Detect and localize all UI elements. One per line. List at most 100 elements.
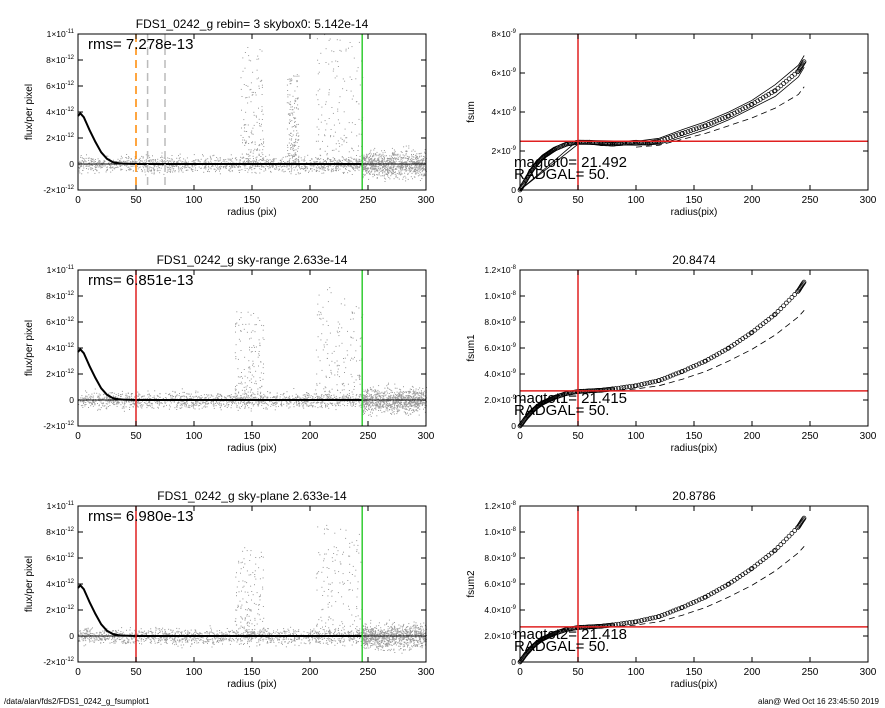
x-tick-label: 150 (686, 195, 703, 206)
x-tick-label: 250 (802, 195, 819, 206)
profile-line (77, 111, 363, 165)
x-tick-label: 150 (244, 431, 261, 442)
y-tick-label: 1×10-11 (47, 29, 75, 39)
x-tick-label: 0 (517, 667, 523, 678)
y-tick-label: 6×10-12 (46, 317, 74, 327)
x-tick-label: 200 (744, 431, 761, 442)
rms-annotation: rms= 6.851e-13 (88, 272, 193, 289)
panel-title: FDS1_0242_g rebin= 3 skybox0: 5.142e-14 (136, 17, 369, 31)
panel-title: 20.8474 (672, 253, 716, 267)
y-tick-label: 2×10-12 (46, 605, 74, 615)
y-tick-label: -2×10-12 (43, 421, 74, 431)
y-axis-label: flux/per pixel (24, 320, 35, 376)
x-tick-label: 150 (686, 431, 703, 442)
y-axis-label: fsum (466, 101, 477, 123)
x-tick-label: 200 (744, 667, 761, 678)
x-tick-label: 0 (75, 195, 81, 206)
y-tick-label: 1.2×10-8 (484, 265, 516, 275)
y-tick-label: 6×10-9 (492, 68, 517, 78)
magtot-annotation: magtot2= 21.418 (514, 626, 627, 643)
y-tick-label: 1.2×10-8 (484, 501, 516, 511)
x-tick-label: 250 (360, 431, 377, 442)
x-tick-label: 250 (802, 667, 819, 678)
y-tick-label: 8×10-12 (46, 527, 74, 537)
y-tick-label: 8.0×10-9 (484, 553, 516, 563)
y-tick-label: 4×10-12 (46, 343, 74, 353)
y-tick-label: 2.0×10-9 (484, 631, 516, 641)
x-tick-label: 200 (302, 431, 319, 442)
x-tick-label: 250 (802, 431, 819, 442)
x-tick-label: 50 (130, 195, 142, 206)
y-tick-label: 0 (511, 421, 516, 431)
y-tick-label: 8×10-12 (46, 55, 74, 65)
y-tick-label: -2×10-12 (43, 185, 74, 195)
y-tick-label: 1×10-11 (47, 501, 75, 511)
y-tick-label: 4.0×10-9 (484, 369, 516, 379)
x-axis-label: radius(pix) (671, 207, 718, 218)
panel-6: 0 50 100 150 200 250 300 1.2×10-8 1.0×10-8 8.0×10… (466, 489, 877, 690)
x-tick-label: 250 (360, 667, 377, 678)
y-tick-label: 6.0×10-9 (484, 579, 516, 589)
x-axis-label: radius (pix) (227, 443, 276, 454)
x-tick-label: 100 (628, 431, 645, 442)
y-tick-label: 8×10-12 (46, 291, 74, 301)
panel-2: 0 50 100 150 200 250 300 8×10-9 6×10-9 4×10-9 2×10… (466, 29, 877, 218)
panel-4: 0 50 100 150 200 250 300 1.2×10-8 1.0×10-8 8.0×10… (466, 253, 877, 454)
radgal-annotation: RADGAL= 50. (514, 638, 609, 655)
scatter-points (78, 287, 427, 417)
profile-line (77, 583, 363, 637)
y-tick-label: 1.0×10-8 (484, 527, 516, 537)
x-tick-label: 0 (517, 195, 523, 206)
x-tick-label: 50 (572, 195, 584, 206)
footer-timestamp: alan@ Wed Oct 16 23:45:50 2019 (758, 697, 879, 706)
radgal-annotation: RADGAL= 50. (514, 402, 609, 419)
y-axis-label: flux/per pixel (24, 84, 35, 140)
y-tick-label: 4×10-9 (492, 107, 517, 117)
x-tick-label: 100 (628, 667, 645, 678)
y-tick-label: 2×10-12 (46, 369, 74, 379)
series-line-3 (519, 66, 805, 191)
x-tick-label: 50 (572, 667, 584, 678)
panel-1: 0 50 100 150 200 250 300 1×10-11 8×10-12 6×10-12 4… (24, 17, 435, 218)
magtot-annotation: magtot0= 21.492 (514, 154, 627, 171)
x-axis-label: radius(pix) (671, 443, 718, 454)
x-tick-label: 200 (302, 195, 319, 206)
y-tick-label: 2×10-9 (492, 146, 517, 156)
x-tick-label: 300 (418, 195, 435, 206)
scatter-points (78, 524, 427, 654)
y-tick-label: 0 (69, 395, 74, 405)
x-tick-label: 150 (244, 195, 261, 206)
y-tick-label: 2×10-12 (46, 133, 74, 143)
x-tick-label: 0 (75, 667, 81, 678)
x-tick-label: 100 (186, 667, 203, 678)
series-dash-1 (589, 310, 805, 393)
x-tick-label: 50 (572, 431, 584, 442)
x-axis-label: radius (pix) (227, 207, 276, 218)
y-tick-label: 2.0×10-9 (484, 395, 516, 405)
panel-title: FDS1_0242_g sky-range 2.633e-14 (157, 253, 348, 267)
x-tick-label: 300 (860, 667, 877, 678)
x-tick-label: 0 (517, 431, 523, 442)
y-tick-label: 8.0×10-9 (484, 317, 516, 327)
x-tick-label: 100 (186, 431, 203, 442)
y-tick-label: 6×10-12 (46, 81, 74, 91)
panel-3: 0 50 100 150 200 250 300 1×10-11 8×10-12 6×10-12 4… (24, 253, 435, 454)
y-axis-label: flux/per pixel (24, 556, 35, 612)
y-tick-label: 8×10-9 (492, 29, 517, 39)
x-axis-label: radius (pix) (227, 679, 276, 690)
series-dash-1 (635, 86, 805, 148)
radgal-annotation: RADGAL= 50. (514, 166, 609, 183)
x-tick-label: 300 (418, 667, 435, 678)
y-tick-label: 0 (511, 185, 516, 195)
x-tick-label: 250 (360, 195, 377, 206)
profile-line (77, 347, 363, 401)
y-tick-label: 6.0×10-9 (484, 343, 516, 353)
series-dash-1 (589, 546, 805, 629)
series-circles (517, 59, 807, 193)
y-tick-label: 1.0×10-8 (484, 291, 516, 301)
x-tick-label: 300 (860, 431, 877, 442)
y-tick-label: 1×10-11 (47, 265, 75, 275)
y-tick-label: 4×10-12 (46, 107, 74, 117)
panel-title: FDS1_0242_g sky-plane 2.633e-14 (157, 489, 347, 503)
